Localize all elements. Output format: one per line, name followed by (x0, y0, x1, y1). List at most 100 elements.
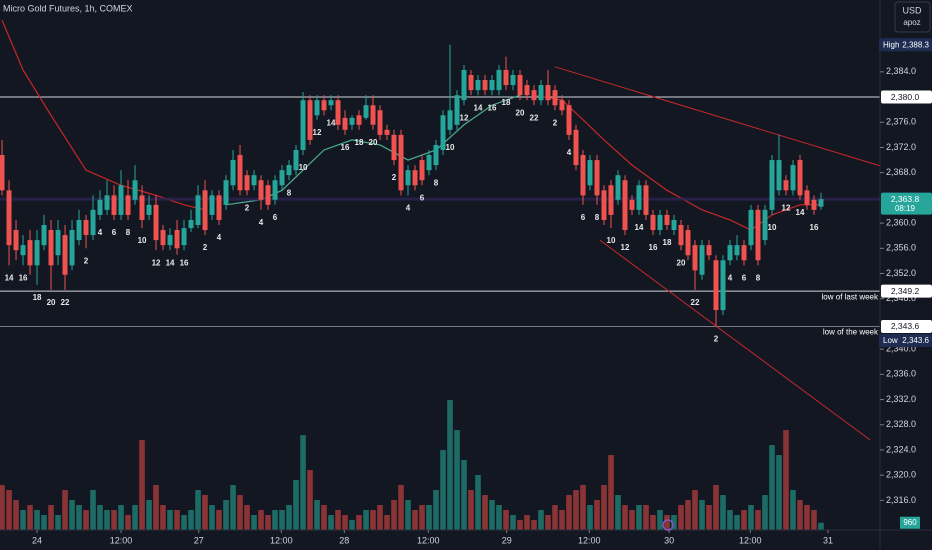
hour-label: 16 (810, 223, 819, 232)
volume-bar (741, 510, 747, 530)
volume-bar (426, 505, 432, 530)
candle-body (552, 90, 558, 106)
candle-body (622, 180, 628, 231)
x-tick-label: 12:00 (578, 535, 601, 545)
y-tick-label: 2,376.0 (886, 117, 916, 127)
hour-label: 18 (663, 238, 672, 247)
volume-bar (657, 510, 663, 530)
volume-bar (62, 490, 68, 530)
hour-label: 10 (446, 143, 455, 152)
hour-label: 8 (126, 228, 131, 237)
candle-body (391, 134, 397, 161)
volume-bar (265, 515, 271, 530)
volume-bar (503, 510, 509, 530)
price-tag-label: 2,388.3 (902, 40, 929, 49)
hour-label: 10 (607, 236, 616, 245)
hour-label: 2 (203, 243, 208, 252)
candle-body (587, 160, 593, 186)
volume-bar (678, 505, 684, 530)
candle-body (762, 209, 768, 241)
candle-body (776, 160, 782, 191)
hour-label: 2 (553, 118, 558, 127)
candle-body (153, 204, 159, 241)
hour-label: 6 (273, 213, 278, 222)
candle-body (90, 209, 96, 236)
currency[interactable]: USD (902, 5, 922, 15)
candle-body (216, 195, 222, 220)
candle-body (356, 115, 362, 125)
hour-label: 4 (567, 148, 572, 157)
candle-body (195, 195, 201, 225)
volume-bar (517, 520, 523, 530)
chart-title: Micro Gold Futures, 1h, COMEX (3, 3, 133, 13)
volume-bar (636, 505, 642, 530)
volume-bar (174, 510, 180, 530)
volume-bar (552, 505, 558, 530)
hour-label: 14 (635, 223, 644, 232)
volume-bar (720, 495, 726, 530)
hour-label: 14 (796, 208, 805, 217)
volume-bar (279, 510, 285, 530)
volume-bar (440, 450, 446, 530)
volume-bar (524, 515, 530, 530)
price-tag (881, 319, 932, 333)
volume-bar (461, 460, 467, 530)
x-tick-label: 30 (664, 535, 674, 545)
volume-bar (510, 515, 516, 530)
volume-bar (734, 515, 740, 530)
candle-body (223, 180, 229, 205)
volume-bar (97, 505, 103, 530)
hour-label: 20 (47, 298, 56, 307)
volume-bar (650, 515, 656, 530)
volume-bar (27, 505, 33, 530)
volume-bar (34, 510, 40, 530)
hour-label: 12 (621, 243, 630, 252)
volume-bar (202, 495, 208, 530)
hour-label: 4 (98, 228, 103, 237)
volume-bar (90, 490, 96, 530)
candle-body (615, 175, 621, 200)
hour-label: 2 (392, 173, 397, 182)
candle-body (300, 100, 306, 150)
volume-bar (342, 515, 348, 530)
volume-bar (454, 430, 460, 530)
candle-body (734, 245, 740, 256)
volume-bar (104, 510, 110, 530)
volume-bar (328, 515, 334, 530)
candle-body (678, 224, 684, 246)
volume-bar (818, 522, 824, 530)
volume-bar (335, 510, 341, 530)
candle-body (608, 185, 614, 215)
candle-body (496, 69, 502, 91)
volume-bar (699, 500, 705, 530)
volume-bar (685, 500, 691, 530)
volume-tag-label: 960 (903, 518, 917, 527)
candle-body (230, 160, 236, 186)
candle-body (244, 175, 250, 191)
replay-icon[interactable] (662, 519, 674, 531)
currency-box[interactable] (894, 1, 931, 33)
hour-label: 22 (61, 298, 70, 307)
volume-bar (811, 510, 817, 530)
volume-bar (608, 455, 614, 530)
price-tag-label: 2,343.6 (891, 321, 920, 331)
candle-body (461, 69, 467, 101)
hour-label: 16 (19, 273, 28, 282)
volume-bar (132, 505, 138, 530)
volume-bar (468, 490, 474, 530)
y-tick-label: 2,372.0 (886, 142, 916, 152)
candle-body (412, 170, 418, 186)
volume-bar (615, 495, 621, 530)
candle-body (97, 199, 103, 215)
candle-body (321, 100, 327, 111)
y-tick-label: 2,356.0 (886, 243, 916, 253)
candle-body (657, 214, 663, 231)
hour-label: 10 (138, 236, 147, 245)
price-tag-title-box (879, 38, 901, 52)
candle-body (314, 100, 320, 116)
profile[interactable]: apoz (903, 18, 920, 27)
candle-body (251, 175, 257, 186)
volume-bar (797, 500, 803, 530)
hour-label: 2 (245, 203, 250, 212)
candle-body (454, 95, 460, 125)
